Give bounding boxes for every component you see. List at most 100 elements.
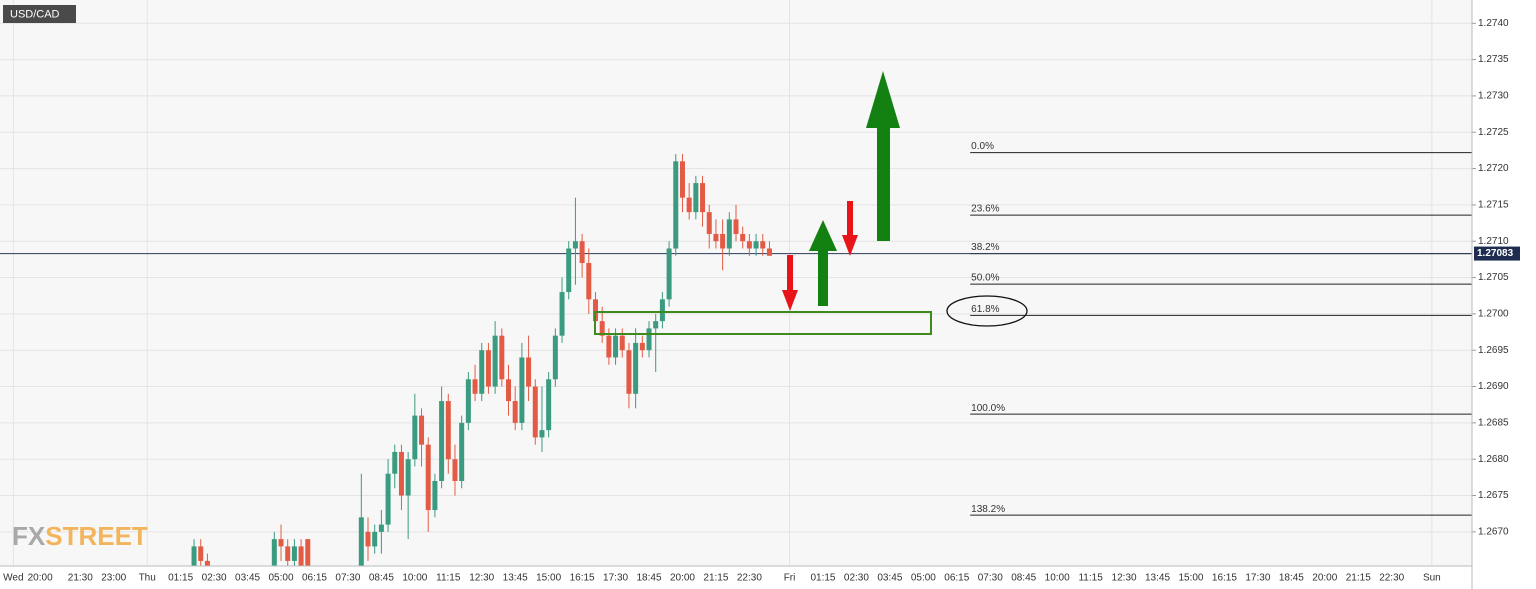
candle-body — [358, 517, 364, 566]
candle-body — [633, 342, 639, 394]
x-tick-label: 20:00 — [28, 573, 53, 584]
watermark-part: STREET — [45, 521, 148, 551]
candle-body — [465, 379, 471, 423]
candle-body — [398, 451, 404, 496]
x-tick-label: 17:30 — [1245, 573, 1270, 584]
x-tick-label: 02:30 — [202, 573, 227, 584]
candle-body — [439, 401, 445, 481]
x-tick-label: 17:30 — [603, 573, 628, 584]
x-tick-label: 03:45 — [235, 573, 260, 584]
x-tick-label: 18:45 — [637, 573, 662, 584]
x-tick-label: 12:30 — [469, 573, 494, 584]
x-tick-label: 18:45 — [1279, 573, 1304, 584]
x-tick-label: 05:00 — [269, 573, 294, 584]
fib-label: 50.0% — [971, 273, 999, 284]
candle-body — [285, 546, 291, 561]
candles — [191, 154, 772, 566]
candle-body — [566, 248, 572, 293]
candle-body — [599, 321, 605, 336]
x-tick-label: 11:15 — [1078, 573, 1103, 584]
candle-body — [579, 241, 585, 264]
candle-body — [291, 546, 297, 561]
x-axis: Wed 20:00 21:30 23:00 Thu 01:15 02:30 03:45 05:0… — [3, 573, 1441, 584]
y-tick-label: 1.2685 — [1478, 418, 1509, 429]
candle-body — [519, 357, 525, 423]
candle-body — [392, 451, 398, 474]
annotations — [594, 71, 1028, 335]
y-tick-label: 1.2710 — [1478, 236, 1509, 247]
candle-body — [753, 241, 759, 249]
candle-body — [198, 546, 204, 561]
x-tick-label: Sun — [1423, 573, 1441, 584]
candle-body — [679, 161, 685, 198]
x-tick-label: 01:15 — [810, 573, 835, 584]
x-tick-label: 20:00 — [670, 573, 695, 584]
x-tick-label: 21:15 — [1346, 573, 1371, 584]
candle-body — [499, 335, 505, 380]
y-tick-label: 1.2725 — [1478, 127, 1509, 138]
y-tick-label: 1.2695 — [1478, 345, 1509, 356]
x-tick-label: 20:00 — [1312, 573, 1337, 584]
candle-body — [659, 299, 665, 322]
symbol: USD/CAD — [10, 8, 60, 20]
candle-body — [485, 350, 491, 387]
x-tick-label: Wed — [3, 573, 23, 584]
candle-body — [720, 233, 726, 249]
candle-body — [419, 415, 425, 445]
candle-body — [746, 241, 752, 249]
candle-body — [445, 401, 451, 460]
x-tick-label: 15:00 — [536, 573, 561, 584]
candle-body — [619, 335, 625, 351]
x-tick-label: 06:15 — [302, 573, 327, 584]
candle-body — [673, 161, 679, 249]
x-tick-label: 03:45 — [877, 573, 902, 584]
watermark-part: FX — [12, 521, 46, 551]
x-tick-label: 02:30 — [844, 573, 869, 584]
x-tick-label: 21:15 — [703, 573, 728, 584]
y-tick-label: 1.2740 — [1478, 18, 1509, 29]
y-axis: 1.2670 1.2675 1.2680 1.2685 1.2690 1.2695 1.27… — [1472, 18, 1520, 537]
candle-body — [372, 531, 378, 547]
candle-body — [760, 241, 766, 249]
candle-body — [412, 415, 418, 460]
candle-body — [271, 539, 277, 566]
candle-body — [726, 219, 732, 249]
candle-body — [559, 292, 565, 336]
x-tick-label: 05:00 — [911, 573, 936, 584]
y-tick-label: 1.2690 — [1478, 381, 1509, 392]
y-tick-label: 1.2670 — [1478, 526, 1509, 537]
x-tick-label: Fri — [784, 573, 796, 584]
candle-body — [532, 386, 538, 438]
candle-body — [452, 459, 458, 481]
plot-area — [0, 0, 1472, 566]
candle-body — [378, 524, 384, 532]
y-tick-label: 1.2675 — [1478, 490, 1509, 501]
candle-body — [479, 350, 485, 394]
x-tick-label: 21:30 — [68, 573, 93, 584]
candle-body — [686, 197, 692, 213]
candle-body — [606, 335, 612, 358]
candle-body — [506, 379, 512, 402]
x-tick-label: 12:30 — [1112, 573, 1137, 584]
y-tick-label: 1.2715 — [1478, 200, 1509, 211]
candle-body — [552, 335, 558, 380]
x-tick-label: 08:45 — [1011, 573, 1036, 584]
symbol-box — [3, 5, 76, 23]
x-tick-label: 16:15 — [1212, 573, 1237, 584]
candle-body — [639, 342, 645, 351]
candle-body — [305, 539, 311, 566]
candle-body — [706, 212, 712, 234]
y-tick-label: 1.2720 — [1478, 163, 1509, 174]
fib-label: 23.6% — [971, 204, 999, 215]
candle-body — [526, 357, 532, 387]
candle-body — [693, 183, 699, 213]
candle-body — [733, 219, 739, 234]
x-tick-label: 22:30 — [1379, 573, 1404, 584]
x-tick-label: 07:30 — [335, 573, 360, 584]
candle-body — [586, 263, 592, 300]
candle-body — [666, 248, 672, 300]
candle-body — [365, 531, 371, 547]
fib-highlight — [946, 295, 1028, 327]
up-arrow — [866, 71, 900, 241]
candle-body — [546, 379, 552, 431]
